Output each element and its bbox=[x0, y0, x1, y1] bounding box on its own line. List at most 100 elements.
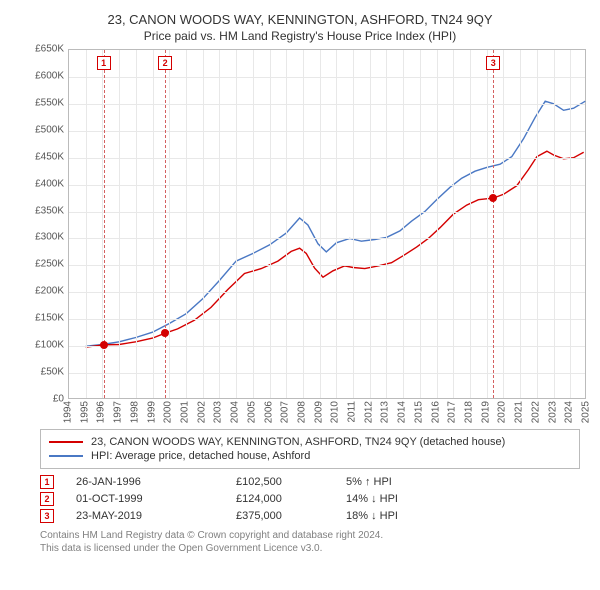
x-tick-label: 2011 bbox=[347, 401, 358, 423]
gridline-h bbox=[69, 238, 585, 239]
x-tick-label: 2003 bbox=[213, 401, 224, 423]
transaction-row-badge: 3 bbox=[40, 509, 54, 523]
footnote: Contains HM Land Registry data © Crown c… bbox=[40, 529, 590, 555]
gridline-h bbox=[69, 212, 585, 213]
x-tick-label: 2007 bbox=[280, 401, 291, 423]
transaction-marker bbox=[489, 194, 497, 202]
transaction-price: £102,500 bbox=[236, 476, 346, 488]
transaction-row: 1 26-JAN-1996£102,5005% ↑ HPI bbox=[40, 475, 580, 489]
x-tick-label: 1996 bbox=[96, 401, 107, 423]
gridline-h bbox=[69, 77, 585, 78]
transaction-marker bbox=[100, 341, 108, 349]
legend-box: 23, CANON WOODS WAY, KENNINGTON, ASHFORD… bbox=[40, 429, 580, 469]
transaction-badge: 1 bbox=[97, 56, 111, 70]
transaction-dashed-line bbox=[165, 50, 166, 398]
gridline-v bbox=[169, 50, 170, 398]
legend-swatch bbox=[49, 455, 83, 457]
x-tick-label: 2010 bbox=[330, 401, 341, 423]
gridline-h bbox=[69, 319, 585, 320]
titles: 23, CANON WOODS WAY, KENNINGTON, ASHFORD… bbox=[10, 12, 590, 43]
y-tick-label: £450K bbox=[35, 151, 64, 162]
gridline-v bbox=[370, 50, 371, 398]
x-tick-label: 2009 bbox=[313, 401, 324, 423]
transaction-badge: 3 bbox=[486, 56, 500, 70]
y-tick-label: £350K bbox=[35, 205, 64, 216]
transaction-row-badge: 2 bbox=[40, 492, 54, 506]
legend-label: 23, CANON WOODS WAY, KENNINGTON, ASHFORD… bbox=[91, 436, 505, 448]
x-tick-label: 2025 bbox=[581, 401, 592, 423]
y-tick-label: £50K bbox=[41, 367, 64, 378]
gridline-v bbox=[420, 50, 421, 398]
y-tick-label: £300K bbox=[35, 232, 64, 243]
x-tick-label: 2017 bbox=[447, 401, 458, 423]
x-tick-label: 1997 bbox=[113, 401, 124, 423]
gridline-v bbox=[253, 50, 254, 398]
chart-box: 1 2 3 bbox=[68, 49, 586, 399]
gridline-h bbox=[69, 373, 585, 374]
chart-svg bbox=[69, 50, 587, 400]
y-tick-label: £100K bbox=[35, 340, 64, 351]
gridline-v bbox=[286, 50, 287, 398]
transaction-date: 26-JAN-1996 bbox=[76, 476, 236, 488]
transaction-diff: 5% ↑ HPI bbox=[346, 476, 392, 488]
x-tick-label: 2018 bbox=[464, 401, 475, 423]
gridline-v bbox=[554, 50, 555, 398]
gridline-h bbox=[69, 292, 585, 293]
transaction-diff: 18% ↓ HPI bbox=[346, 510, 398, 522]
transaction-row: 201-OCT-1999£124,00014% ↓ HPI bbox=[40, 492, 580, 506]
x-tick-label: 2001 bbox=[179, 401, 190, 423]
y-tick-label: £600K bbox=[35, 70, 64, 81]
gridline-v bbox=[336, 50, 337, 398]
y-tick-label: £400K bbox=[35, 178, 64, 189]
x-tick-label: 2020 bbox=[497, 401, 508, 423]
x-axis: 1994199519961997199819992000200120022003… bbox=[68, 399, 586, 419]
legend-row: HPI: Average price, detached house, Ashf… bbox=[49, 450, 571, 462]
gridline-v bbox=[386, 50, 387, 398]
transaction-dashed-line bbox=[493, 50, 494, 398]
x-tick-label: 2005 bbox=[246, 401, 257, 423]
gridline-v bbox=[503, 50, 504, 398]
transaction-badge: 2 bbox=[158, 56, 172, 70]
x-tick-label: 2002 bbox=[196, 401, 207, 423]
gridline-v bbox=[153, 50, 154, 398]
gridline-v bbox=[136, 50, 137, 398]
gridline-h bbox=[69, 131, 585, 132]
y-tick-label: £550K bbox=[35, 97, 64, 108]
x-tick-label: 2019 bbox=[480, 401, 491, 423]
x-tick-label: 2015 bbox=[413, 401, 424, 423]
x-tick-label: 2000 bbox=[163, 401, 174, 423]
y-tick-label: £650K bbox=[35, 44, 64, 55]
x-tick-label: 2023 bbox=[547, 401, 558, 423]
x-tick-label: 2004 bbox=[230, 401, 241, 423]
gridline-v bbox=[119, 50, 120, 398]
transaction-price: £375,000 bbox=[236, 510, 346, 522]
gridline-h bbox=[69, 158, 585, 159]
gridline-v bbox=[203, 50, 204, 398]
y-tick-label: £200K bbox=[35, 286, 64, 297]
gridline-h bbox=[69, 185, 585, 186]
gridline-v bbox=[270, 50, 271, 398]
legend-row: 23, CANON WOODS WAY, KENNINGTON, ASHFORD… bbox=[49, 436, 571, 448]
gridline-v bbox=[437, 50, 438, 398]
footnote-line: Contains HM Land Registry data © Crown c… bbox=[40, 529, 590, 542]
gridline-h bbox=[69, 346, 585, 347]
transaction-row: 323-MAY-2019£375,00018% ↓ HPI bbox=[40, 509, 580, 523]
x-tick-label: 2008 bbox=[296, 401, 307, 423]
gridline-v bbox=[470, 50, 471, 398]
x-tick-label: 1999 bbox=[146, 401, 157, 423]
gridline-v bbox=[320, 50, 321, 398]
transaction-table: 1 26-JAN-1996£102,5005% ↑ HPI 201-OCT-1999… bbox=[40, 475, 580, 523]
gridline-v bbox=[570, 50, 571, 398]
gridline-v bbox=[86, 50, 87, 398]
transaction-price: £124,000 bbox=[236, 493, 346, 505]
transaction-marker bbox=[161, 329, 169, 337]
plot-area: £0£50K£100K£150K£200K£250K£300K£350K£400… bbox=[26, 49, 586, 419]
x-tick-label: 2024 bbox=[564, 401, 575, 423]
gridline-v bbox=[453, 50, 454, 398]
transaction-diff: 14% ↓ HPI bbox=[346, 493, 398, 505]
x-tick-label: 2013 bbox=[380, 401, 391, 423]
transaction-row-badge: 1 bbox=[40, 475, 54, 489]
x-tick-label: 1998 bbox=[129, 401, 140, 423]
gridline-v bbox=[353, 50, 354, 398]
gridline-v bbox=[520, 50, 521, 398]
